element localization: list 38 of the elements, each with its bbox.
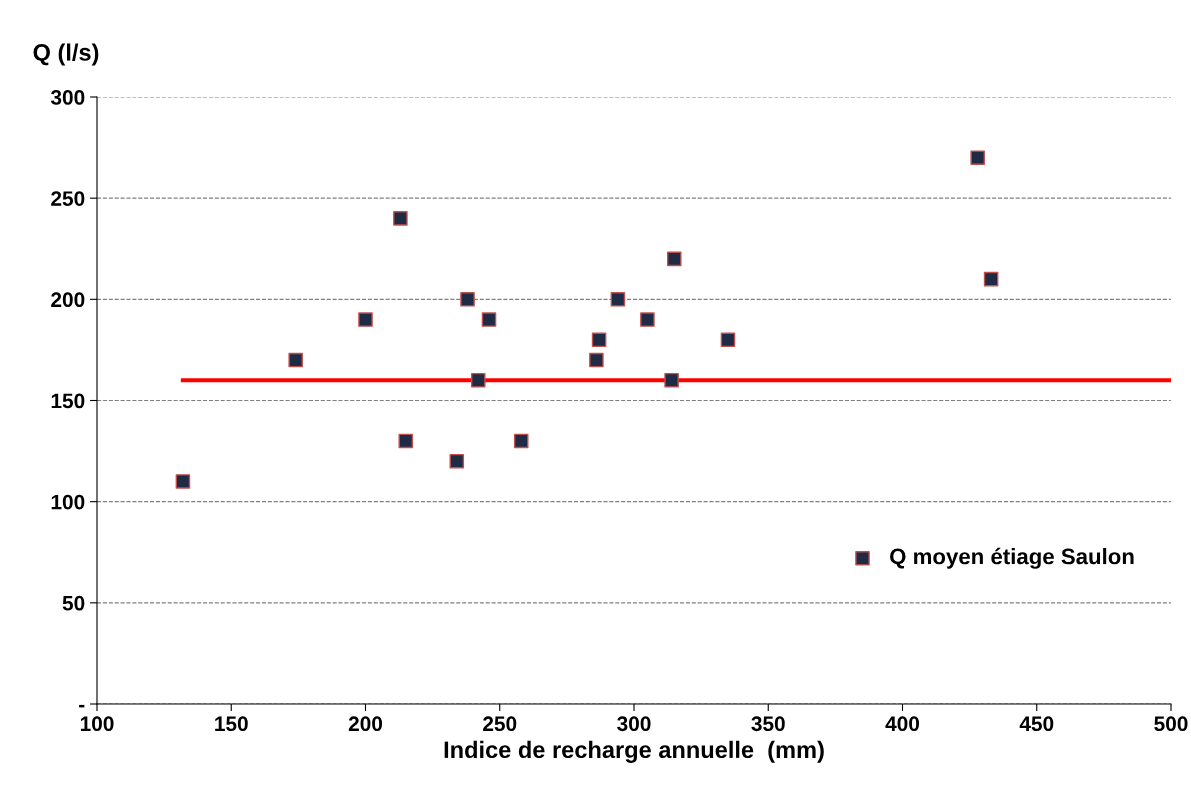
x-tick-label: 150 — [215, 716, 248, 732]
y-tick-label: 300 — [50, 90, 85, 105]
x-tick-label: 250 — [483, 716, 517, 732]
point — [393, 211, 408, 226]
legend-label: Q moyen étiage Saulon — [890, 547, 1134, 569]
point — [460, 292, 475, 307]
point — [664, 372, 679, 388]
y-tick-label: - — [79, 704, 85, 708]
point — [449, 453, 465, 469]
x-axis-title: Indice de recharge annuelle (mm) — [444, 740, 824, 763]
point — [513, 433, 529, 449]
point — [481, 312, 497, 327]
point — [983, 271, 999, 287]
point — [720, 332, 736, 348]
point — [175, 474, 191, 489]
y-tick-label: 200 — [51, 292, 85, 308]
x-tick-label: 500 — [1154, 716, 1188, 732]
x-tick-label: 400 — [885, 716, 920, 732]
point — [398, 433, 414, 449]
x-tick-label: 300 — [617, 716, 651, 732]
y-tick-label: 250 — [51, 191, 85, 206]
y-tick-label: 150 — [51, 393, 85, 409]
point — [970, 150, 985, 165]
y-tick-label: 100 — [51, 494, 85, 510]
y-axis-title: Q (l/s) — [33, 43, 99, 66]
point — [591, 332, 607, 348]
point — [288, 352, 303, 368]
point — [470, 372, 486, 388]
point — [666, 251, 682, 267]
y-tick-label: 50 — [62, 595, 85, 611]
point — [589, 352, 604, 368]
point — [610, 292, 626, 307]
point — [640, 312, 655, 327]
x-tick-label: 350 — [751, 716, 785, 732]
x-tick-label: 450 — [1019, 716, 1054, 732]
x-tick-label: 100 — [80, 716, 114, 732]
x-tick-label: 200 — [348, 716, 383, 732]
point — [358, 312, 373, 327]
